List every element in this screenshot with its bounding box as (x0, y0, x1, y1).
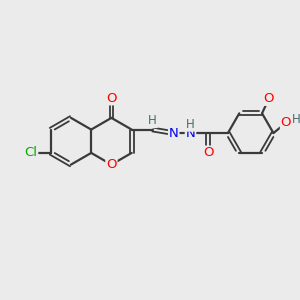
Text: N: N (169, 127, 178, 140)
Text: Cl: Cl (24, 146, 38, 159)
Text: H: H (292, 113, 300, 126)
Text: H: H (186, 118, 195, 131)
Text: O: O (281, 116, 291, 129)
Text: O: O (106, 92, 117, 104)
Text: O: O (203, 146, 213, 159)
Text: O: O (106, 158, 117, 171)
Text: H: H (148, 114, 157, 127)
Text: N: N (186, 127, 195, 140)
Text: O: O (264, 92, 274, 105)
